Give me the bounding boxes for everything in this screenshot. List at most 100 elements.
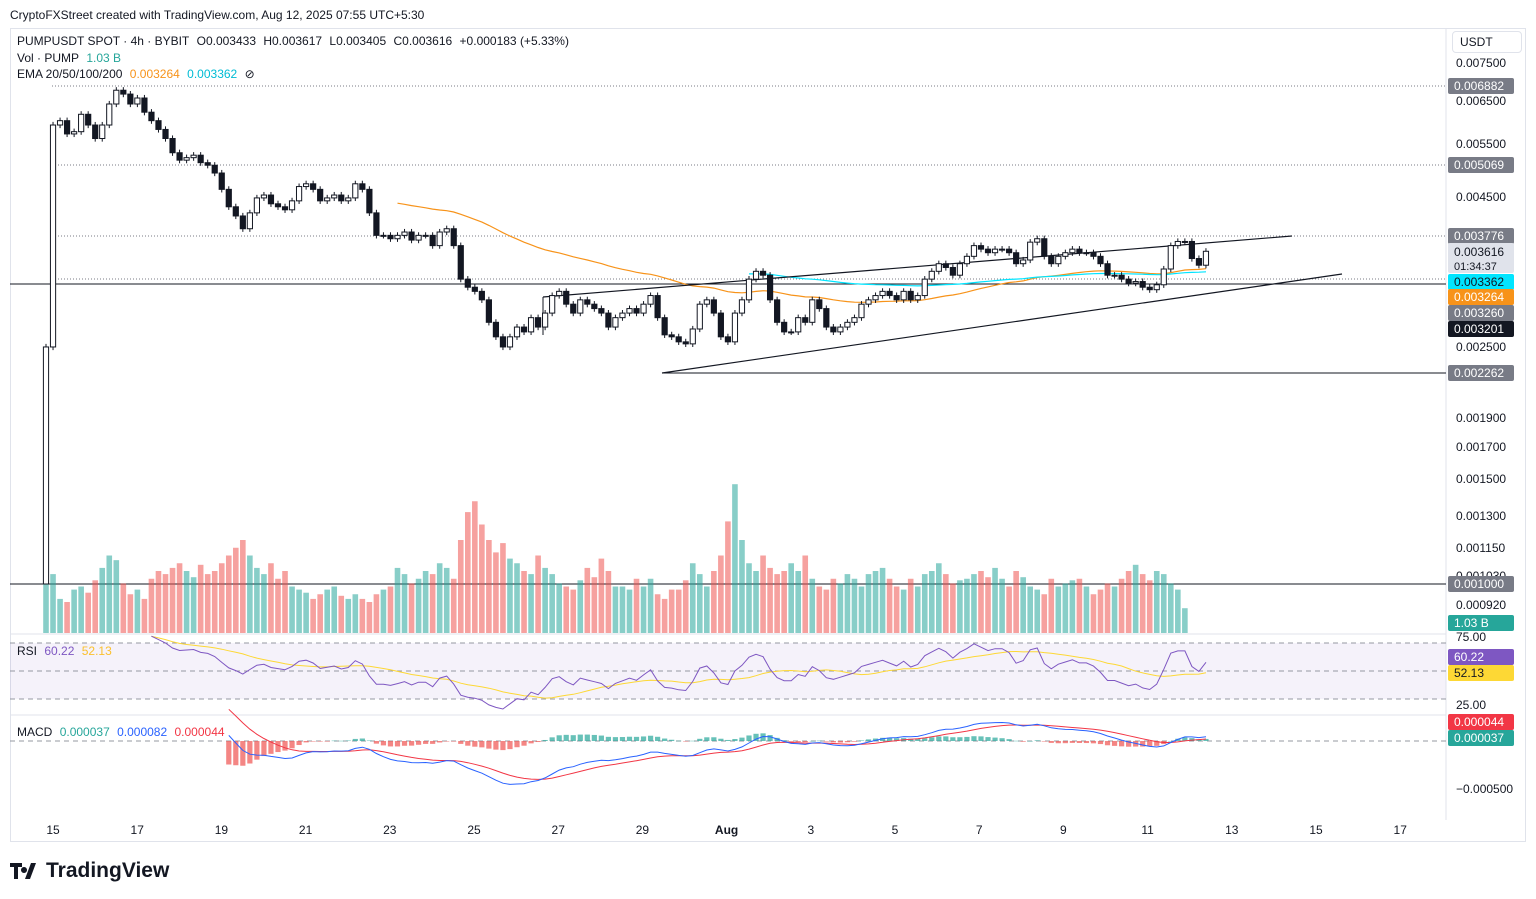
candle[interactable] — [394, 232, 401, 242]
candle[interactable] — [218, 169, 225, 193]
candle[interactable] — [1083, 249, 1090, 256]
candle[interactable] — [162, 126, 169, 142]
candle[interactable] — [970, 242, 978, 260]
candle[interactable] — [795, 314, 802, 336]
candle[interactable] — [872, 292, 879, 303]
candle[interactable] — [232, 203, 239, 220]
candle[interactable] — [106, 100, 113, 129]
candle[interactable] — [169, 135, 176, 156]
candle[interactable] — [823, 305, 830, 331]
candle[interactable] — [963, 253, 971, 267]
candle[interactable] — [1013, 249, 1020, 267]
candle[interactable] — [253, 194, 261, 216]
candle[interactable] — [359, 180, 366, 193]
candle[interactable] — [1097, 253, 1104, 267]
candle[interactable] — [1062, 249, 1069, 260]
candle[interactable] — [281, 203, 289, 213]
candle[interactable] — [478, 288, 485, 303]
candle[interactable] — [295, 183, 303, 204]
candle[interactable] — [549, 292, 556, 317]
candle[interactable] — [373, 209, 380, 239]
candle[interactable] — [921, 276, 928, 299]
candle[interactable] — [1188, 238, 1195, 262]
candle[interactable] — [239, 212, 246, 232]
candle[interactable] — [492, 319, 500, 340]
candle[interactable] — [366, 186, 373, 216]
candle[interactable] — [148, 109, 155, 124]
candle[interactable] — [429, 232, 436, 249]
candle[interactable] — [900, 288, 907, 303]
candle[interactable] — [710, 296, 717, 317]
candle[interactable] — [267, 191, 275, 207]
candle[interactable] — [380, 232, 387, 239]
candle[interactable] — [120, 87, 127, 98]
candle[interactable] — [914, 292, 921, 303]
candle[interactable] — [141, 94, 148, 116]
candle[interactable] — [816, 296, 823, 312]
candle[interactable] — [633, 305, 640, 317]
candle[interactable] — [78, 111, 85, 135]
hidden-icon[interactable]: ⊘ — [244, 67, 255, 81]
candle[interactable] — [675, 333, 682, 345]
candle[interactable] — [605, 310, 612, 331]
candle[interactable] — [745, 276, 753, 303]
candle[interactable] — [183, 154, 190, 164]
candle[interactable] — [317, 186, 324, 204]
candle[interactable] — [907, 288, 914, 303]
candle[interactable] — [1118, 272, 1125, 283]
candle[interactable] — [774, 296, 781, 326]
candle[interactable] — [127, 91, 134, 108]
candle[interactable] — [56, 117, 64, 129]
candle[interactable] — [556, 288, 563, 299]
candle[interactable] — [668, 331, 675, 340]
candle[interactable] — [942, 260, 949, 271]
candle[interactable] — [879, 288, 886, 299]
candle[interactable] — [49, 121, 57, 351]
candle[interactable] — [865, 296, 872, 308]
candle[interactable] — [71, 128, 78, 138]
candle[interactable] — [352, 180, 359, 202]
candle[interactable] — [204, 159, 211, 169]
candle[interactable] — [520, 323, 528, 336]
candle[interactable] — [134, 94, 141, 108]
candle[interactable] — [155, 117, 162, 133]
candle[interactable] — [63, 117, 71, 138]
candle[interactable] — [506, 333, 514, 351]
candle[interactable] — [527, 314, 535, 336]
candle[interactable] — [535, 314, 542, 331]
candle[interactable] — [225, 186, 232, 210]
candle[interactable] — [436, 228, 443, 249]
candle[interactable] — [113, 87, 120, 108]
candle[interactable] — [858, 301, 865, 321]
candle[interactable] — [991, 246, 999, 256]
wedge-upper-trendline[interactable] — [542, 235, 1293, 298]
candle[interactable] — [42, 343, 50, 585]
candle[interactable] — [731, 310, 739, 345]
candle[interactable] — [513, 323, 521, 340]
candle[interactable] — [647, 292, 654, 308]
wedge-lower-trendline[interactable] — [661, 273, 1343, 374]
candle[interactable] — [85, 111, 92, 129]
candle[interactable] — [752, 268, 760, 283]
candle[interactable] — [288, 197, 296, 213]
candle[interactable] — [935, 260, 942, 275]
candle[interactable] — [1125, 276, 1132, 287]
candle[interactable] — [338, 191, 345, 204]
candle[interactable] — [654, 292, 661, 321]
candle[interactable] — [1139, 278, 1146, 291]
candle[interactable] — [324, 194, 331, 204]
candle[interactable] — [197, 152, 204, 166]
candle[interactable] — [471, 284, 478, 295]
candle[interactable] — [246, 209, 253, 232]
candle[interactable] — [563, 288, 570, 308]
candle[interactable] — [738, 296, 746, 317]
candle[interactable] — [92, 121, 99, 142]
candle[interactable] — [759, 268, 767, 279]
candle[interactable] — [1027, 239, 1034, 264]
candle[interactable] — [1146, 284, 1153, 293]
candle[interactable] — [415, 232, 422, 244]
candle[interactable] — [928, 268, 935, 283]
ema-label[interactable]: EMA 20/50/100/200 — [17, 67, 123, 81]
rsi-label[interactable]: RSI — [17, 644, 38, 658]
